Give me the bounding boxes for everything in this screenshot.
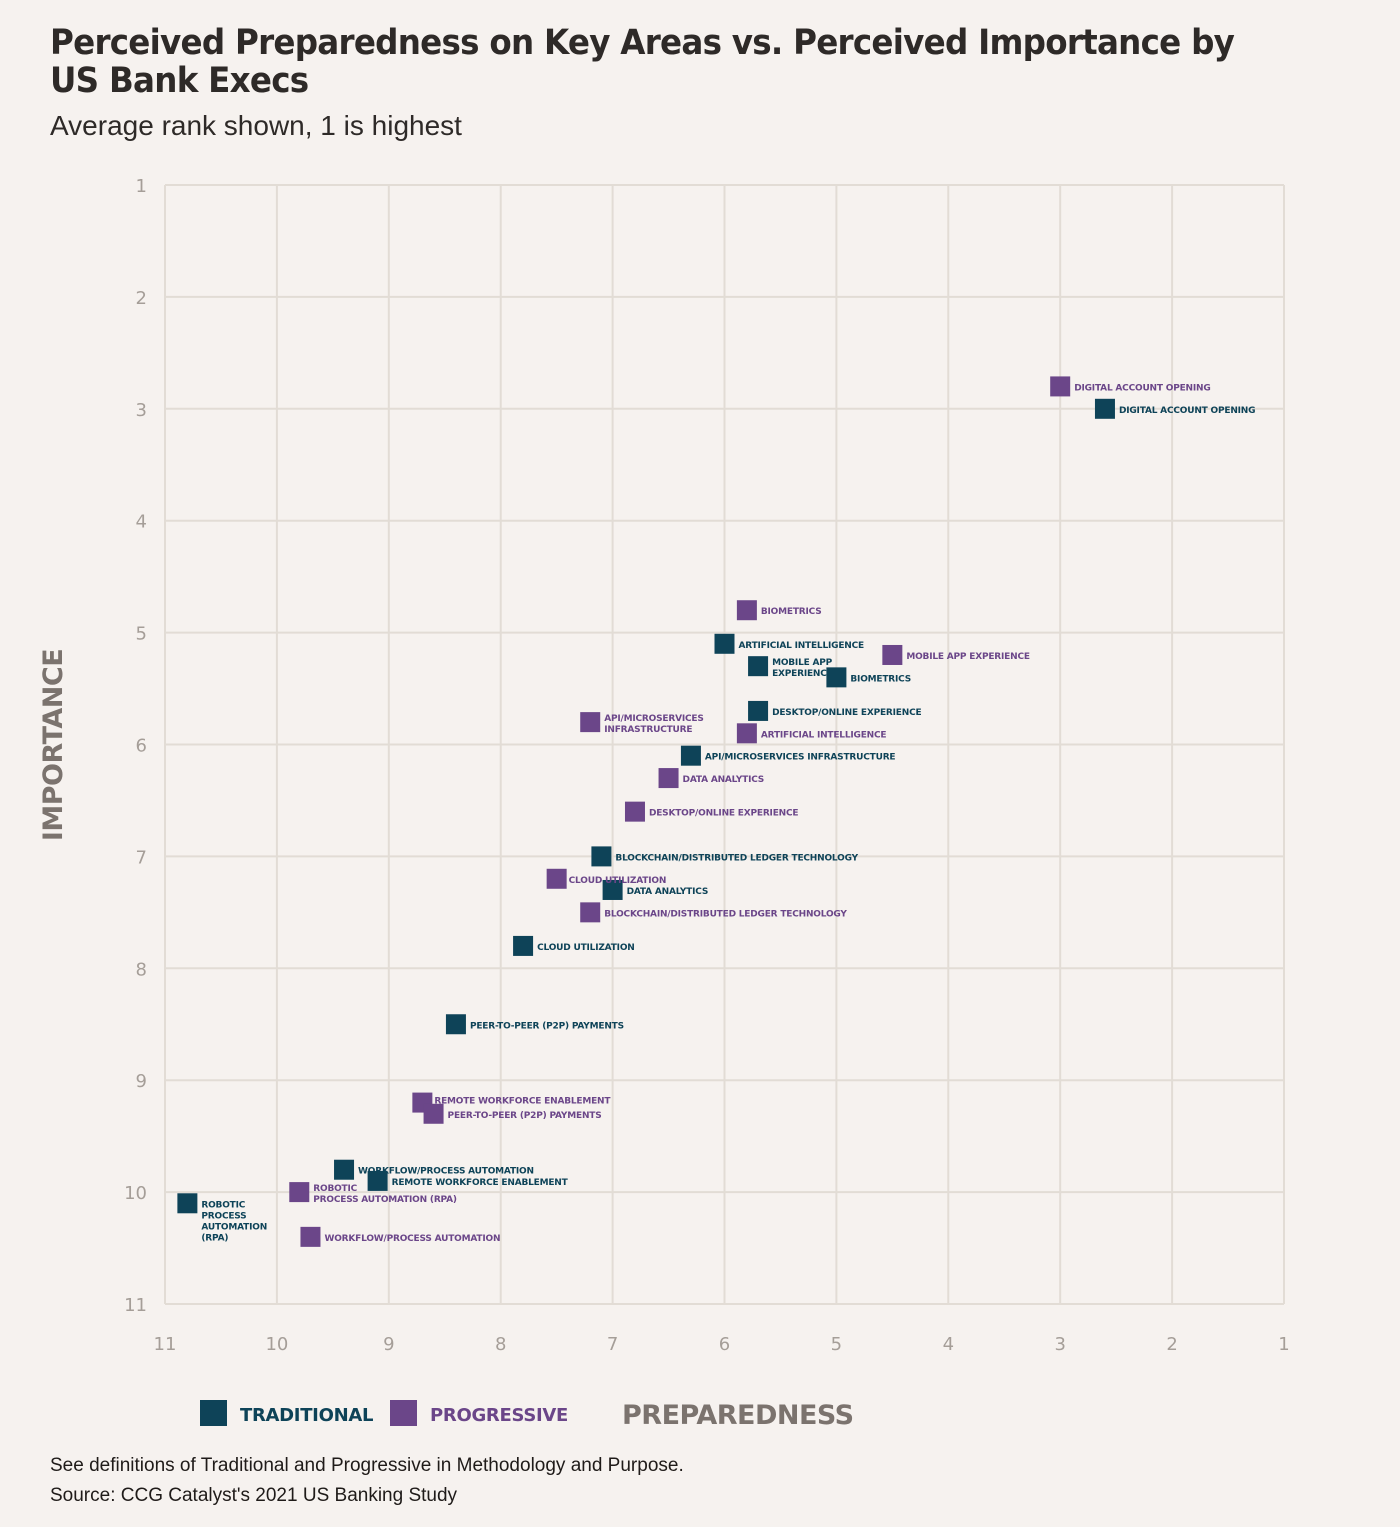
y-tick-label: 3 [136, 400, 147, 421]
traditional-point-label: DESKTOP/ONLINE EXPERIENCE [772, 708, 921, 718]
traditional-point-label: WORKFLOW/PROCESS AUTOMATION [358, 1167, 534, 1177]
footnote-source: Source: CCG Catalyst's 2021 US Banking S… [50, 1485, 458, 1506]
y-tick-label: 7 [136, 847, 147, 868]
traditional-point [334, 1159, 355, 1180]
traditional-point-label: PEER-TO-PEER (P2P) PAYMENTS [470, 1021, 624, 1031]
x-tick-label: 2 [1166, 1334, 1177, 1355]
y-tick-label: 8 [136, 959, 147, 980]
y-tick-label: 10 [124, 1183, 147, 1204]
x-tick-label: 7 [607, 1334, 618, 1355]
traditional-point-label: ROBOTIC PROCESS AUTOMATION (RPA) [201, 1200, 267, 1243]
progressive-point [580, 902, 601, 923]
y-tick-label: 6 [136, 736, 147, 757]
x-tick-label: 8 [495, 1334, 506, 1355]
progressive-point-label: WORKFLOW/PROCESS AUTOMATION [324, 1234, 500, 1244]
x-axis-label: PREPAREDNESS [622, 1400, 854, 1431]
progressive-point-label: BIOMETRICS [761, 607, 822, 617]
traditional-point [714, 633, 735, 654]
traditional-point [1094, 398, 1115, 419]
traditional-point-label: CLOUD UTILIZATION [537, 943, 635, 953]
progressive-point [736, 723, 757, 744]
progressive-point [423, 1103, 444, 1124]
traditional-point [748, 700, 769, 721]
progressive-point-label: ROBOTIC PROCESS AUTOMATION (RPA) [313, 1184, 457, 1205]
traditional-point [177, 1193, 198, 1214]
y-tick-label: 11 [124, 1295, 147, 1316]
progressive-point-label: DESKTOP/ONLINE EXPERIENCE [649, 809, 798, 819]
progressive-point [546, 868, 567, 889]
progressive-point [624, 801, 645, 822]
progressive-point-label: PEER-TO-PEER (P2P) PAYMENTS [448, 1111, 602, 1121]
legend-label-progressive: PROGRESSIVE [430, 1405, 568, 1426]
legend-swatch-traditional [200, 1400, 227, 1426]
progressive-point-label: ARTIFICIAL INTELLIGENCE [761, 730, 887, 740]
x-tick-label: 11 [154, 1334, 177, 1355]
x-tick-label: 5 [831, 1334, 842, 1355]
traditional-point-label: REMOTE WORKFORCE ENABLEMENT [392, 1178, 569, 1188]
y-tick-label: 1 [136, 176, 147, 197]
traditional-point [602, 879, 623, 900]
traditional-point [748, 656, 769, 677]
traditional-point [680, 745, 701, 766]
y-tick-label: 2 [136, 288, 147, 309]
y-axis-label: IMPORTANCE [38, 649, 69, 841]
x-tick-label: 10 [265, 1334, 288, 1355]
traditional-point-label: DATA ANALYTICS [627, 887, 709, 897]
progressive-point-label: CLOUD UTILIZATION [569, 876, 667, 886]
progressive-point [736, 600, 757, 621]
chart-subtitle: Average rank shown, 1 is highest [50, 110, 462, 141]
x-tick-label: 6 [719, 1334, 730, 1355]
progressive-point-label: DIGITAL ACCOUNT OPENING [1074, 383, 1210, 393]
progressive-point [289, 1182, 310, 1203]
traditional-point [591, 846, 612, 867]
progressive-point [1050, 376, 1071, 397]
y-tick-label: 5 [136, 624, 147, 645]
progressive-point [882, 644, 903, 665]
traditional-point-label: BLOCKCHAIN/DISTRIBUTED LEDGER TECHNOLOGY [615, 853, 858, 863]
traditional-point-label: MOBILE APP EXPERIENCE [772, 658, 833, 679]
traditional-point [367, 1170, 388, 1191]
progressive-point-label: API/MICROSERVICES INFRASTRUCTURE [604, 714, 703, 735]
traditional-point-label: BIOMETRICS [850, 674, 911, 684]
x-tick-label: 4 [943, 1334, 954, 1355]
legend-swatch-progressive [390, 1400, 417, 1426]
progressive-point [300, 1226, 321, 1247]
traditional-point-label: DIGITAL ACCOUNT OPENING [1119, 406, 1255, 416]
traditional-point-label: API/MICROSERVICES INFRASTRUCTURE [705, 753, 895, 763]
y-tick-label: 9 [136, 1071, 147, 1092]
progressive-point [658, 768, 679, 789]
traditional-point [513, 935, 534, 956]
progressive-point-label: MOBILE APP EXPERIENCE [906, 652, 1030, 662]
x-tick-label: 9 [383, 1334, 394, 1355]
traditional-point-label: ARTIFICIAL INTELLIGENCE [739, 641, 865, 651]
progressive-point-label: BLOCKCHAIN/DISTRIBUTED LEDGER TECHNOLOGY [604, 909, 847, 919]
x-tick-label: 1 [1278, 1334, 1289, 1355]
chart-title: Perceived Preparedness on Key Areas vs. … [50, 23, 1235, 101]
progressive-point [580, 712, 601, 733]
traditional-point [445, 1014, 466, 1035]
traditional-point [826, 667, 847, 688]
footnote-definitions: See definitions of Traditional and Progr… [50, 1455, 684, 1476]
y-tick-label: 4 [136, 512, 147, 533]
x-tick-label: 3 [1054, 1334, 1065, 1355]
progressive-point-label: REMOTE WORKFORCE ENABLEMENT [434, 1097, 611, 1107]
progressive-point-label: DATA ANALYTICS [683, 775, 765, 785]
legend-label-traditional: TRADITIONAL [240, 1405, 373, 1426]
